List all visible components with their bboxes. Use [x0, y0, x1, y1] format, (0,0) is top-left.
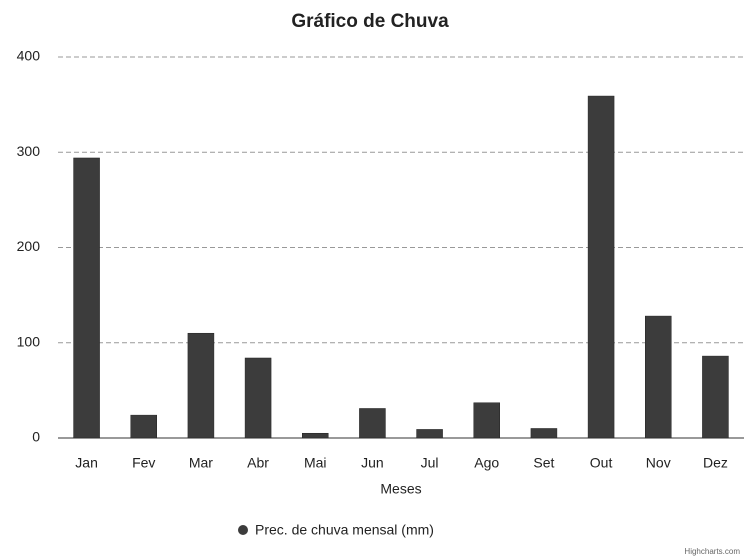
- chart-title: Gráfico de Chuva: [291, 11, 449, 32]
- x-tick-label: Jun: [361, 455, 384, 471]
- legend-label: Prec. de chuva mensal (mm): [255, 522, 434, 538]
- x-tick-label: Nov: [646, 455, 671, 471]
- x-tick-label: Out: [590, 455, 613, 471]
- x-tick-label: Ago: [474, 455, 499, 471]
- y-tick-label: 100: [17, 333, 41, 349]
- x-tick-label: Dez: [703, 455, 728, 471]
- x-tick-label: Set: [533, 455, 554, 471]
- bar: [359, 408, 386, 439]
- y-tick-label: 400: [17, 48, 41, 64]
- bar: [702, 355, 729, 439]
- x-tick-label: Mar: [189, 455, 213, 471]
- bar: [473, 402, 500, 439]
- y-tick-label: 200: [17, 238, 41, 254]
- y-tick-label: 0: [32, 429, 40, 445]
- x-tick-label: Fev: [132, 455, 155, 471]
- bar: [244, 357, 272, 439]
- x-tick-label: Abr: [247, 455, 269, 471]
- bar: [187, 332, 215, 439]
- x-tick-label: Jul: [421, 455, 439, 471]
- credits: Highcharts.com: [684, 547, 740, 556]
- x-axis-label: Meses: [380, 481, 421, 497]
- bar: [130, 414, 157, 439]
- y-tick-label: 300: [17, 143, 41, 159]
- bar: [302, 432, 329, 439]
- legend-marker: [238, 525, 248, 535]
- bar: [73, 157, 100, 439]
- bar: [530, 428, 558, 439]
- x-tick-label: Mai: [304, 455, 327, 471]
- bar: [416, 429, 443, 439]
- bar: [645, 315, 672, 439]
- x-tick-label: Jan: [75, 455, 98, 471]
- bar: [587, 95, 615, 439]
